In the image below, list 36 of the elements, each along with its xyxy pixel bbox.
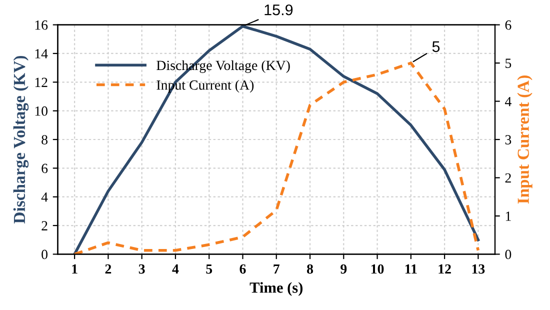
y-tick-label: 6 [42,164,48,174]
y2-tick-label: 0 [505,250,512,260]
y-tick-label: 8 [42,135,48,144]
y-tick-label: 16 [35,20,48,30]
x-tick-label: 13 [472,264,485,274]
x-tick-label: 4 [172,264,179,274]
y2-tick-label: 4 [504,96,512,106]
y-tick-label: 2 [42,221,48,230]
x-tick-label: 8 [307,264,314,274]
x-tick-label: 9 [340,264,347,274]
annotation: 5 [432,41,440,52]
y-tick-label: 14 [35,49,48,58]
x-tick-label: 12 [438,264,451,274]
x-tick-label: 11 [405,264,417,274]
x-tick-label: 7 [274,264,280,274]
y2-tick-label: 5 [506,58,512,68]
y2-axis-title: Input Current (A) [517,76,532,204]
y2-tick-label: 1 [506,212,511,221]
y2-tick-label: 6 [505,20,512,30]
y-axis-title: Discharge Voltage (KV) [13,56,29,224]
y2-tick-label: 3 [505,135,512,144]
y-tick-label: 12 [35,78,48,87]
line-series [73,24,480,254]
y-tick-label: 0 [42,250,48,260]
y-tick-label: 10 [35,106,48,116]
x-axis-title: Time (s) [250,282,303,296]
x-tick-label: 2 [105,264,112,274]
x-tick-label: 5 [206,264,212,274]
text: 15.9 [264,4,293,16]
line-series [73,62,480,254]
y2-tick-label: 2 [505,173,511,183]
x-tick-label: 10 [371,264,384,274]
x-tick-label: 1 [72,264,78,274]
y-tick-label: 4 [41,192,48,202]
x-tick-label: 3 [138,264,145,274]
x-tick-label: 6 [240,264,246,274]
